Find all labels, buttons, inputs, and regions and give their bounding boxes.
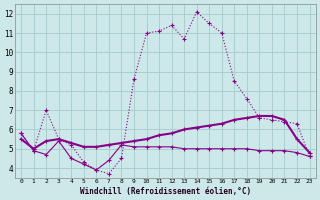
X-axis label: Windchill (Refroidissement éolien,°C): Windchill (Refroidissement éolien,°C) — [80, 187, 251, 196]
